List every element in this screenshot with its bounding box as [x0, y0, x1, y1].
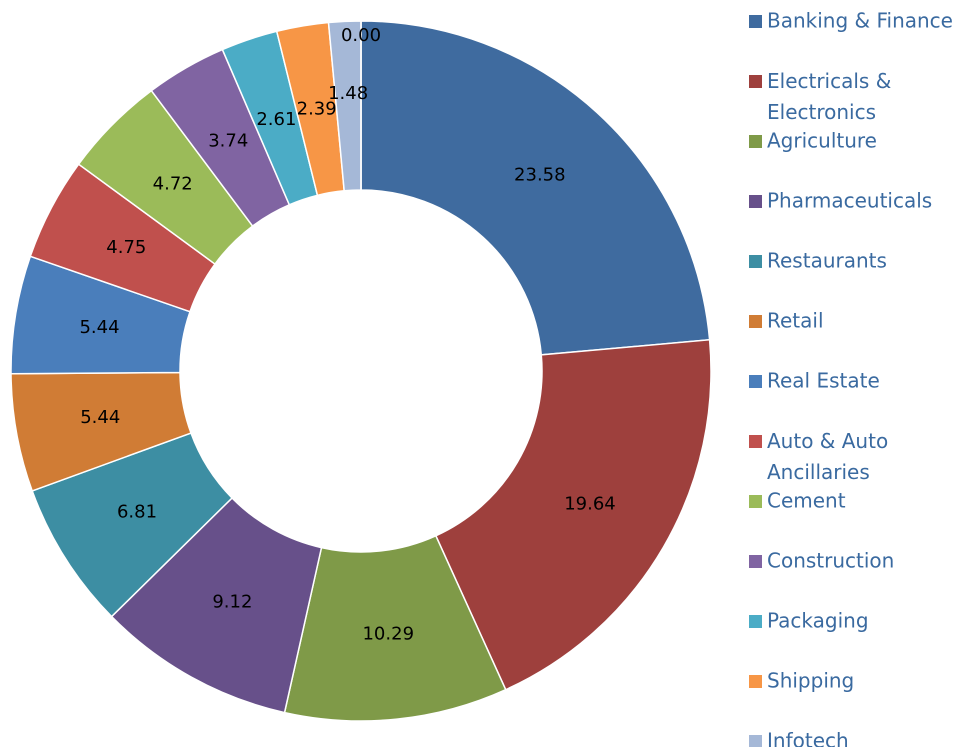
- legend-label: Banking & Finance: [767, 9, 953, 33]
- legend-label: Agriculture: [767, 129, 877, 153]
- legend-swatch: [749, 495, 762, 508]
- value-label: 5.44: [80, 407, 120, 428]
- legend-label: Restaurants: [767, 249, 887, 273]
- legend-line: Ancillaries: [767, 460, 870, 484]
- legend-swatch: [749, 315, 762, 328]
- legend-label: Packaging: [767, 609, 869, 633]
- value-label: 4.75: [106, 237, 146, 258]
- legend-label: Auto & Auto Ancillaries: [767, 429, 888, 484]
- slice: [360, 20, 711, 356]
- legend-swatch: [749, 375, 762, 388]
- legend-swatch: [749, 555, 762, 568]
- legend-swatch: [749, 195, 762, 208]
- legend-swatch: [749, 75, 762, 88]
- legend-label: Retail: [767, 309, 824, 333]
- legend-swatch: [749, 135, 762, 148]
- legend-label: Pharmaceuticals: [767, 189, 932, 213]
- legend-label: Electricals & Electronics: [767, 69, 891, 124]
- value-label: 2.61: [256, 109, 296, 130]
- value-label: 3.74: [208, 131, 248, 152]
- legend-swatch: [749, 15, 762, 28]
- legend-label: Real Estate: [767, 369, 880, 393]
- value-label: 6.81: [117, 502, 157, 523]
- value-label: 1.48: [328, 83, 368, 104]
- value-label: 0.00: [341, 25, 381, 46]
- legend-label: Infotech: [767, 729, 849, 747]
- value-label: 23.58: [514, 164, 566, 185]
- value-label: 2.39: [297, 99, 337, 120]
- legend-label: Shipping: [767, 669, 854, 693]
- legend-swatch: [749, 435, 762, 448]
- legend-label: Construction: [767, 549, 894, 573]
- legend-swatch: [749, 615, 762, 628]
- legend-line: Auto & Auto: [767, 429, 888, 453]
- legend-line: Electronics: [767, 100, 876, 124]
- value-label: 19.64: [564, 493, 616, 514]
- legend-swatch: [749, 675, 762, 688]
- legend-line: Electricals &: [767, 69, 891, 93]
- legend-swatch: [749, 735, 762, 747]
- value-label: 4.72: [153, 174, 193, 195]
- legend-label: Cement: [767, 489, 846, 513]
- legend-swatch: [749, 255, 762, 268]
- value-label: 9.12: [212, 592, 252, 613]
- slice: [434, 338, 712, 691]
- value-label: 10.29: [362, 624, 414, 645]
- value-label: 5.44: [79, 317, 119, 338]
